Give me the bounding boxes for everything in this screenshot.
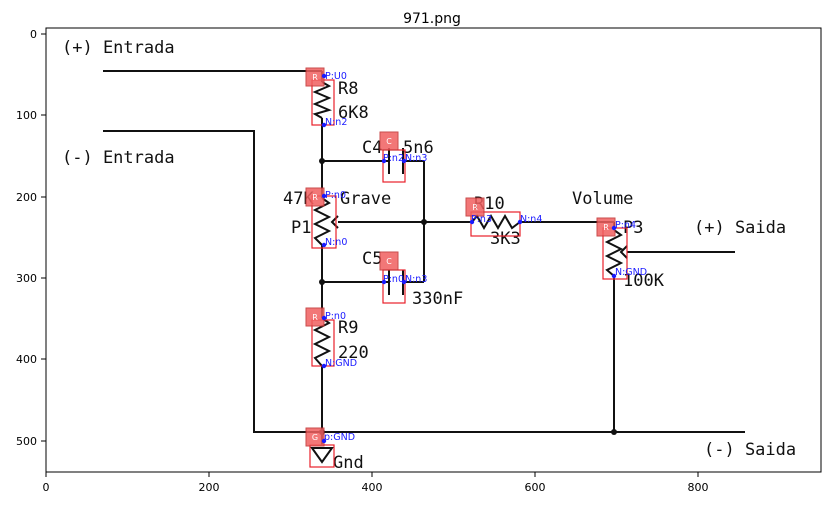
c4-name-label: C4 (362, 138, 382, 158)
pin-label: P:n0 (383, 274, 404, 285)
r8-name-label: R8 (338, 79, 358, 99)
r10-value-label: 3K3 (490, 229, 521, 249)
pin-label: N:GND (325, 358, 357, 369)
badge-type: G (312, 433, 318, 442)
y-tick-label: 100 (16, 109, 37, 122)
pin-label: P:n0 (325, 190, 346, 201)
pin-label: p:GND (324, 432, 355, 443)
badge-type: R (312, 193, 318, 202)
p1-grave-label: Grave (340, 189, 391, 209)
figure-title: 971.png (403, 11, 461, 27)
x-tick-label: 400 (362, 481, 383, 494)
potentiometer-p1-symbol (312, 197, 332, 246)
resistor-r9-symbol (312, 317, 332, 367)
resistor-r10-symbol (471, 214, 521, 230)
component-badge (465, 197, 485, 217)
r9-name-label: R9 (338, 318, 358, 338)
c4-value-label: 5n6 (403, 138, 434, 158)
y-tick-label: 400 (16, 353, 37, 366)
badge-type: R (472, 203, 478, 212)
pin-label: P:n3 (471, 214, 492, 225)
component-badge (379, 251, 399, 271)
p3-name-label: P3 (623, 218, 643, 238)
y-tick-label: 0 (30, 28, 37, 41)
resistor-r8-symbol (312, 81, 332, 119)
output-positive-label: (+) Saida (694, 218, 786, 238)
y-tick-label: 300 (16, 272, 37, 285)
y-tick-label: 200 (16, 191, 37, 204)
volume-label: Volume (572, 189, 633, 209)
pin-label: P:n2 (383, 153, 404, 164)
pin-label: P:n4 (615, 220, 636, 231)
r8-value-label: 6K8 (338, 103, 369, 123)
y-axis: 0 100 200 300 400 500 (16, 28, 46, 448)
pin-label: N:GND (615, 267, 647, 278)
component-badge (379, 131, 399, 151)
badge-type: R (312, 313, 318, 322)
pin-label: N:n4 (520, 214, 542, 225)
gnd-label: Gnd (333, 453, 364, 473)
x-axis: 0 200 400 600 800 (43, 472, 709, 494)
y-tick-label: 500 (16, 435, 37, 448)
ground-symbol (310, 447, 334, 464)
axes-frame (45, 27, 822, 473)
potentiometer-p3-symbol (604, 229, 624, 277)
pin-label: N:n3 (405, 274, 427, 285)
output-negative-label: (-) Saida (704, 440, 796, 460)
x-tick-label: 0 (43, 481, 50, 494)
schematic-labels: (+) Entrada (-) Entrada R8 6K8 C4 5n6 47… (62, 38, 796, 473)
input-negative-label: (-) Entrada (62, 148, 175, 168)
pin-label: N:n0 (325, 237, 347, 248)
c5-name-label: C5 (362, 249, 382, 269)
badge-type: R (603, 223, 609, 232)
pin-label: N:n3 (405, 153, 427, 164)
c5-value-label: 330nF (412, 289, 463, 309)
pin-label: N:n2 (325, 117, 347, 128)
pin-label: P:U0 (325, 71, 347, 82)
badge-type: C (386, 257, 392, 266)
detection-annotations: R P:U0 N:n2 C P:n2 N:n3 R P:n0 N:n0 C P:… (305, 67, 647, 468)
badge-type: R (312, 73, 318, 82)
p3-wiper-arrow (619, 245, 628, 259)
component-badge (305, 427, 325, 447)
p1-name-label: P1 (291, 218, 311, 238)
input-positive-label: (+) Entrada (62, 38, 175, 58)
badge-type: C (386, 137, 392, 146)
p3-value-label: 100K (623, 271, 665, 291)
x-tick-label: 600 (525, 481, 546, 494)
x-tick-label: 800 (688, 481, 709, 494)
r9-value-label: 220 (338, 343, 369, 363)
pin-label: P:n0 (325, 311, 346, 322)
x-tick-label: 200 (199, 481, 220, 494)
